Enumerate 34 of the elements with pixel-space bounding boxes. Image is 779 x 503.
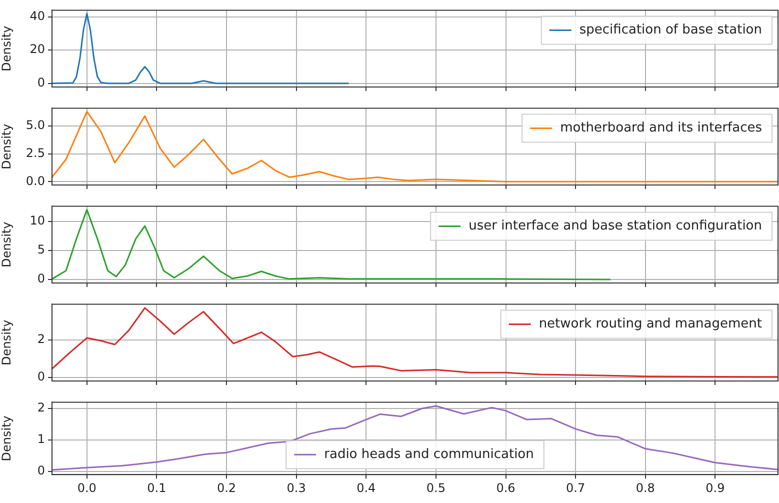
y-tick-label: 0 (37, 75, 45, 90)
legend-label: network routing and management (538, 316, 762, 332)
legend-label: motherboard and its interfaces (560, 120, 762, 136)
y-tick-label: 0 (37, 464, 45, 478)
x-tick-label: 0.5 (426, 480, 446, 495)
x-tick-label: 0.4 (356, 480, 376, 495)
y-tick-label: 1 (37, 432, 45, 446)
y-tick-label: 5 (37, 242, 45, 257)
legend-label: specification of base station (579, 22, 762, 38)
x-tick-label: 0.2 (216, 480, 236, 495)
y-tick-label: 40 (30, 8, 45, 23)
y-axis-title: Density (0, 124, 14, 170)
x-tick-label: 0.6 (496, 480, 516, 495)
y-axis-title: Density (0, 320, 14, 366)
y-tick-label: 0 (37, 272, 45, 286)
x-tick-label: 0.9 (706, 480, 725, 495)
y-tick-label: 20 (30, 42, 45, 56)
y-tick-label: 5.0 (26, 118, 45, 132)
x-tick-label: 0.3 (286, 480, 306, 495)
y-tick-label: 10 (30, 213, 45, 228)
y-axis-title: Density (0, 26, 14, 72)
legend-label: user interface and base station configuration (468, 218, 762, 234)
y-tick-label: 2.5 (26, 146, 45, 160)
x-tick-label: 0.8 (636, 480, 655, 495)
y-tick-label: 2 (37, 332, 45, 346)
y-tick-label: 0.0 (26, 174, 45, 188)
x-tick-label: 0.1 (147, 480, 166, 495)
x-tick-label: 0.7 (566, 480, 586, 495)
y-axis-title: Density (0, 416, 14, 462)
x-tick-label: 0.0 (77, 480, 96, 495)
legend-label: radio heads and communication (324, 446, 534, 462)
y-tick-label: 0 (37, 369, 45, 384)
y-axis-title: Density (0, 222, 14, 268)
y-tick-label: 2 (37, 400, 45, 415)
